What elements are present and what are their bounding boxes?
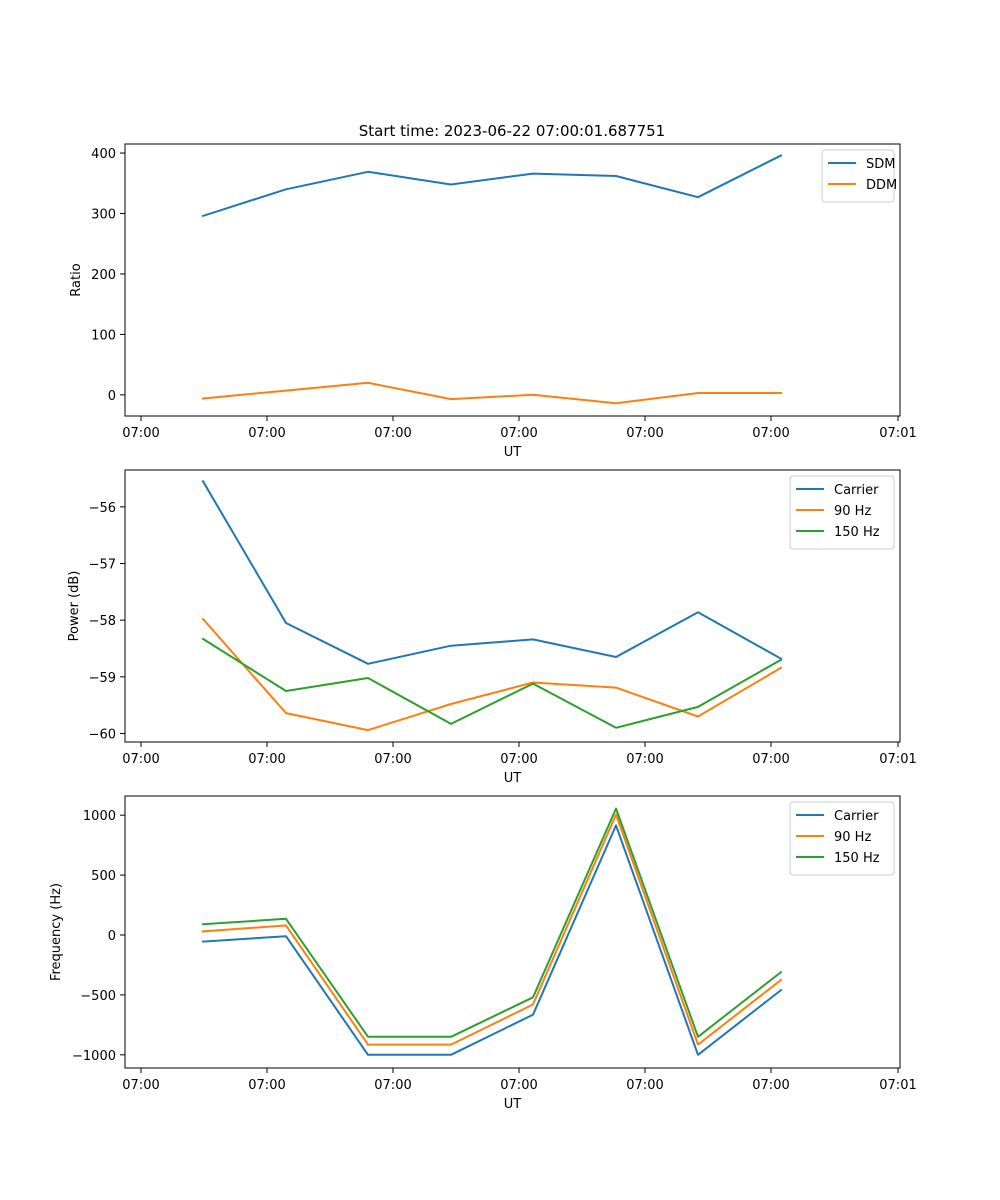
legend: Carrier 90 Hz 150 Hz	[789, 801, 895, 876]
legend: SDM DDM	[821, 149, 897, 203]
x-tick-label: 07:00	[500, 426, 537, 441]
legend-label: 90 Hz	[834, 830, 871, 845]
plot-frame	[124, 795, 901, 1069]
series-line-carrier	[201, 479, 783, 665]
x-tick-label: 07:00	[500, 752, 537, 767]
x-tick-label: 07:00	[248, 1078, 285, 1093]
x-tick-label: 07:00	[374, 426, 411, 441]
panels: 07:00 07:00 07:00 07:00 07:00 07:00 07:01 UT 0 10…	[49, 143, 917, 1112]
plot-frame	[124, 143, 901, 417]
x-tick-label: 07:00	[752, 426, 789, 441]
legend-label: Carrier	[834, 483, 879, 498]
x-tick-label: 07:00	[122, 1078, 159, 1093]
chart-panel-1: 07:00 07:00 07:00 07:00 07:00 07:00 07:01 UT 0 10…	[69, 143, 917, 460]
legend-label: 150 Hz	[834, 851, 880, 866]
chart-panel-2: 07:00 07:00 07:00 07:00 07:00 07:00 07:01 UT −56…	[67, 469, 917, 786]
series-line-150-hz	[201, 637, 783, 729]
y-tick-label: −57	[89, 558, 116, 573]
x-tick-label: 07:00	[248, 426, 285, 441]
x-tick-label: 07:00	[500, 1078, 537, 1093]
legend-label: DDM	[866, 178, 897, 193]
y-tick-label: 200	[91, 268, 116, 283]
figure-title: Start time: 2023-06-22 07:00:01.687751	[359, 122, 665, 140]
chart-panel-3: 07:00 07:00 07:00 07:00 07:00 07:00 07:01 UT 100…	[49, 795, 917, 1112]
legend-label: Carrier	[834, 809, 879, 824]
y-tick-label: 1000	[83, 809, 116, 824]
x-tick-label: 07:00	[122, 752, 159, 767]
legend-label: 90 Hz	[834, 504, 871, 519]
x-tick-label: 07:00	[752, 1078, 789, 1093]
y-tick-label: 0	[108, 389, 116, 404]
series-line-90-hz	[201, 813, 783, 1046]
legend: Carrier 90 Hz 150 Hz	[789, 475, 895, 550]
y-tick-label: −56	[89, 501, 116, 516]
series-line-90-hz	[201, 617, 783, 732]
x-tick-label: 07:01	[879, 752, 916, 767]
x-tick-label: 07:00	[374, 1078, 411, 1093]
legend-label: SDM	[866, 157, 895, 172]
x-tick-label: 07:00	[248, 752, 285, 767]
y-tick-label: −500	[80, 989, 116, 1004]
y-axis-label: Ratio	[69, 263, 84, 296]
y-tick-label: 400	[91, 147, 116, 162]
x-tick-label: 07:00	[374, 752, 411, 767]
y-tick-label: 300	[91, 208, 116, 223]
y-axis-label: Power (dB)	[67, 571, 82, 642]
series-line-carrier	[201, 824, 783, 1056]
x-axis-label: UT	[504, 1097, 522, 1112]
x-tick-label: 07:00	[752, 752, 789, 767]
y-tick-label: 100	[91, 328, 116, 343]
plot-frame	[124, 469, 901, 743]
x-tick-label: 07:00	[626, 426, 663, 441]
x-axis-label: UT	[504, 771, 522, 786]
x-tick-label: 07:00	[626, 752, 663, 767]
x-tick-label: 07:00	[122, 426, 159, 441]
series-line-sdm	[201, 154, 783, 218]
y-tick-label: 0	[108, 929, 116, 944]
y-tick-label: −1000	[72, 1049, 116, 1064]
x-tick-label: 07:00	[626, 1078, 663, 1093]
series-line-ddm	[201, 381, 782, 405]
legend-label: 150 Hz	[834, 525, 880, 540]
y-tick-label: −58	[89, 614, 116, 629]
y-tick-label: −60	[89, 728, 116, 743]
y-axis-label: Frequency (Hz)	[49, 883, 64, 981]
y-tick-label: −59	[89, 671, 116, 686]
series-line-150-hz	[201, 807, 783, 1038]
x-axis-label: UT	[504, 445, 522, 460]
y-tick-label: 500	[91, 869, 116, 884]
x-tick-label: 07:01	[879, 426, 916, 441]
x-tick-label: 07:01	[879, 1078, 916, 1093]
